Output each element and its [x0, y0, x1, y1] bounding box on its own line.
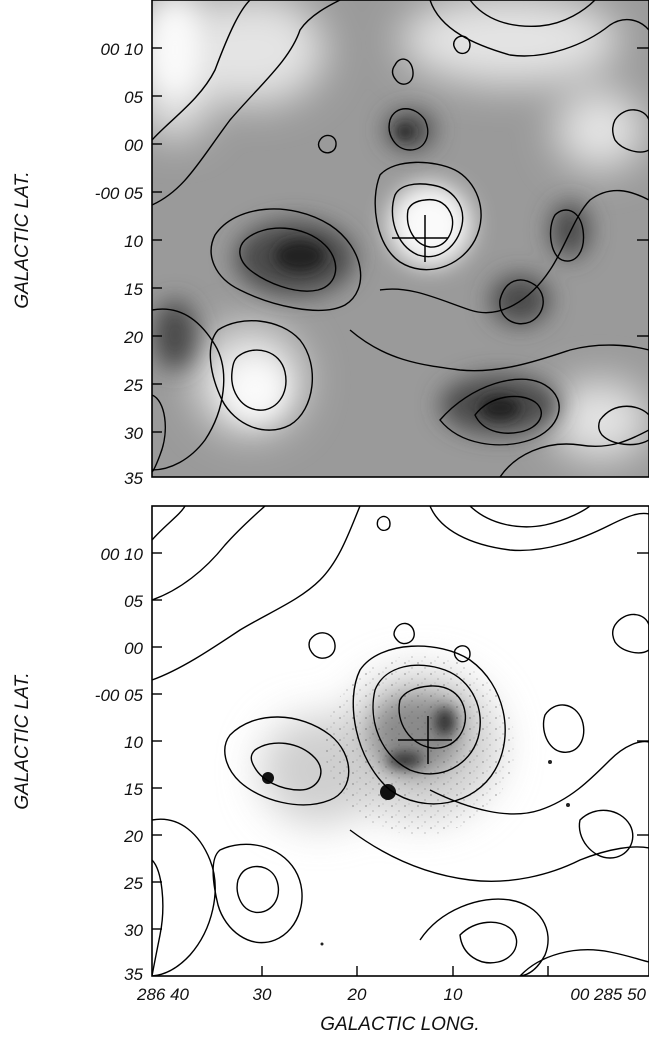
upper-ytick-4: 10 [124, 232, 143, 251]
upper-ytick-2: 00 [124, 136, 143, 155]
upper-ytick-5: 15 [124, 280, 143, 299]
lower-xtick-2: 20 [347, 985, 367, 1004]
lower-ytick-6: 20 [123, 827, 143, 846]
lower-y-ticks [152, 552, 649, 930]
lower-ytick-9: 35 [124, 965, 143, 984]
upper-contours [152, 0, 649, 477]
upper-y-axis-label: GALACTIC LAT. [12, 171, 33, 308]
lower-y-tick-labels: 00 10 05 00 -00 05 10 15 20 25 30 35 [95, 545, 144, 984]
lower-contours [152, 506, 649, 976]
upper-intensity-map [152, 0, 649, 477]
lower-y-axis-label: GALACTIC LAT. [12, 672, 33, 809]
lower-x-tick-labels: 286 40 30 20 10 00 285 50 [136, 985, 647, 1004]
upper-ytick-0: 00 10 [100, 40, 143, 59]
upper-y-ticks [152, 47, 649, 433]
upper-ytick-3: -00 05 [95, 184, 144, 203]
lower-x-ticks [261, 966, 549, 976]
lower-ytick-3: -00 05 [95, 686, 144, 705]
lower-ytick-5: 15 [124, 780, 143, 799]
lower-ytick-2: 00 [124, 639, 143, 658]
lower-panel: 00 10 05 00 -00 05 10 15 20 25 30 35 286… [12, 505, 649, 1035]
lower-ytick-4: 10 [124, 733, 143, 752]
upper-ytick-8: 30 [124, 424, 143, 443]
lower-xtick-3: 10 [444, 985, 463, 1004]
upper-panel: 00 10 05 00 -00 05 10 15 20 25 30 35 GAL… [12, 0, 649, 488]
lower-ytick-7: 25 [123, 874, 143, 893]
x-axis-label: GALACTIC LONG. [320, 1014, 479, 1035]
upper-ytick-7: 25 [123, 376, 143, 395]
lower-ytick-0: 00 10 [100, 545, 143, 564]
lower-ytick-1: 05 [124, 592, 143, 611]
upper-ytick-9: 35 [124, 469, 143, 488]
lower-cross-marker [398, 716, 452, 764]
lower-xtick-0: 286 40 [136, 985, 190, 1004]
lower-optical-image [152, 506, 649, 976]
upper-ytick-1: 05 [124, 88, 143, 107]
upper-ytick-6: 20 [123, 328, 143, 347]
upper-cross-marker [392, 215, 448, 262]
lower-xtick-4: 00 285 50 [570, 985, 646, 1004]
upper-frame [151, 0, 649, 478]
lower-xtick-1: 30 [253, 985, 272, 1004]
upper-y-tick-labels: 00 10 05 00 -00 05 10 15 20 25 30 35 [95, 40, 144, 488]
lower-ytick-8: 30 [124, 921, 143, 940]
